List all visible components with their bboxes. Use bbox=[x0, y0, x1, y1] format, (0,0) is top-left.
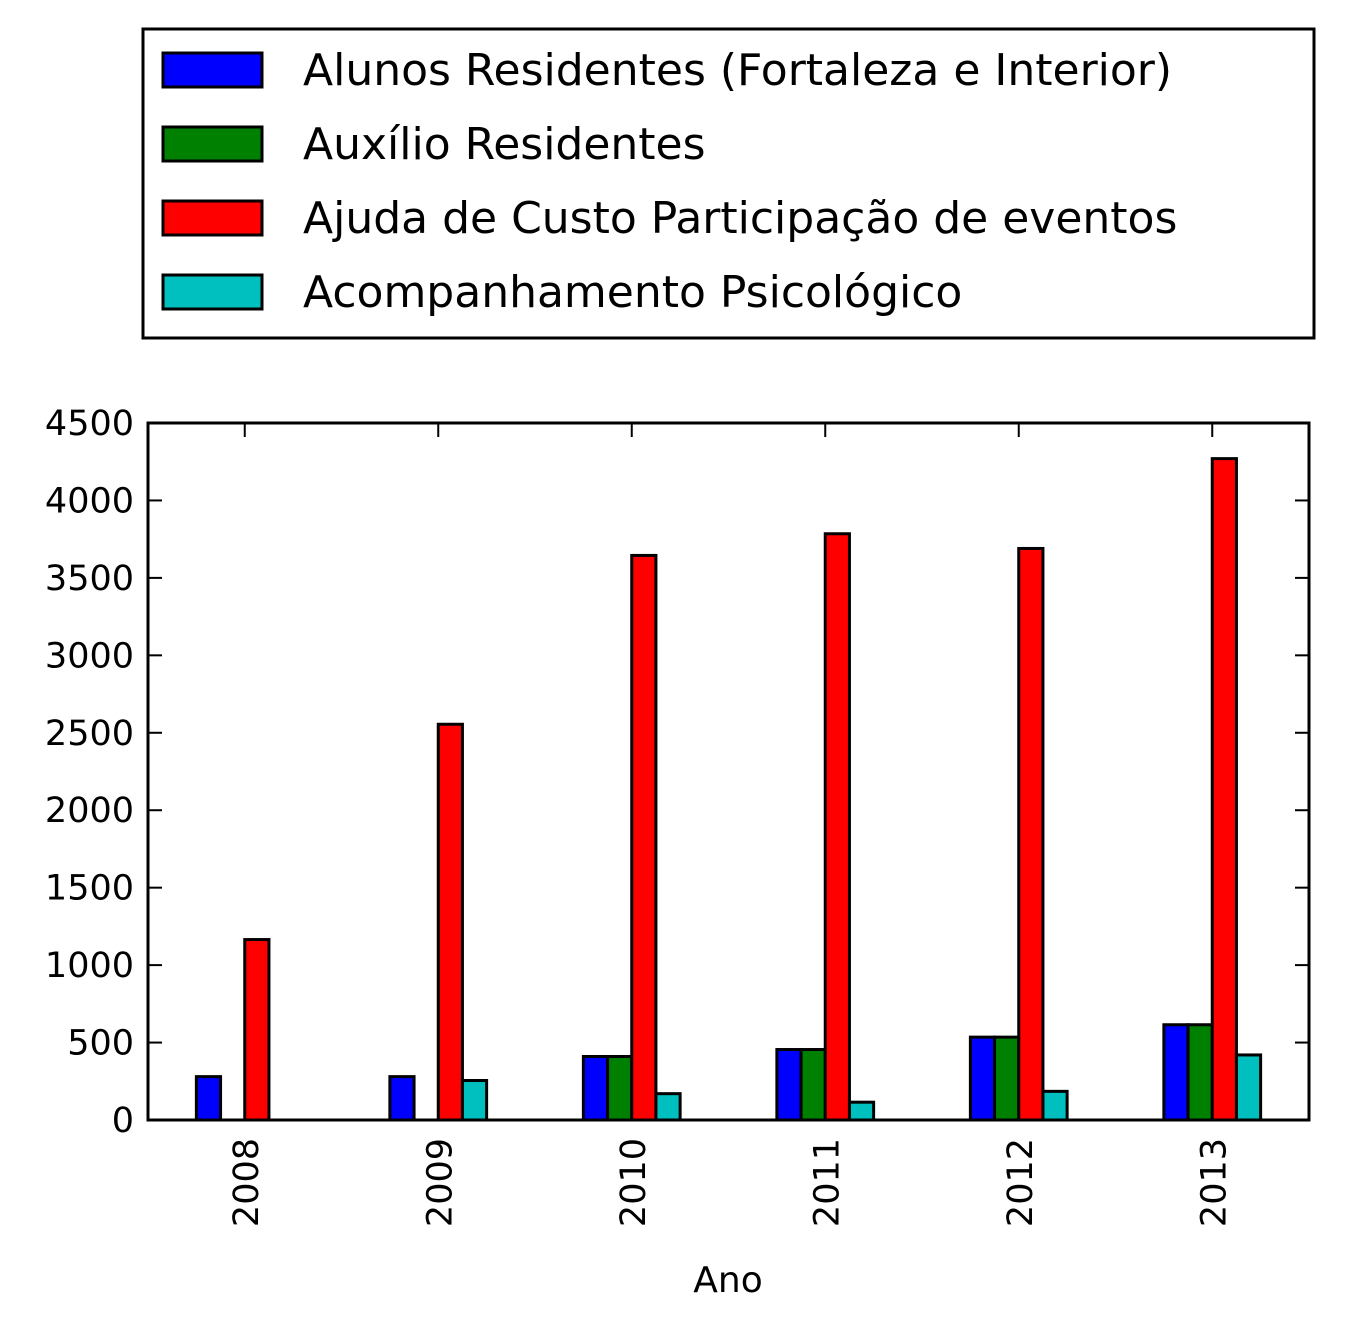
bar-2013-series-1 bbox=[1186, 1023, 1214, 1122]
bar-2008-series-0 bbox=[194, 1075, 223, 1122]
bar-2013-series-3 bbox=[1234, 1053, 1263, 1122]
x-tick-label: 2013 bbox=[1194, 1138, 1234, 1227]
y-tick-label: 2500 bbox=[45, 714, 134, 754]
x-tick-label: 2012 bbox=[1001, 1138, 1041, 1227]
legend-label-3: Acompanhamento Psicológico bbox=[303, 267, 962, 318]
legend-box bbox=[141, 27, 1316, 340]
legend-swatch-1 bbox=[161, 125, 264, 163]
bar-2010-series-0 bbox=[581, 1054, 610, 1122]
legend-swatch-0 bbox=[161, 51, 264, 89]
bar-2013-series-2 bbox=[1210, 457, 1238, 1122]
plot-area: 0 500 1000 1500 2000 2500 3000 3500 4000 4500 2008… bbox=[45, 404, 1311, 1227]
bar-2012-series-3 bbox=[1041, 1089, 1069, 1122]
bar-2013-series-0 bbox=[1162, 1023, 1190, 1122]
y-tick-label: 3500 bbox=[45, 559, 134, 599]
y-tick-label: 2000 bbox=[45, 791, 134, 831]
x-tick-label: 2010 bbox=[614, 1138, 654, 1227]
legend: Alunos Residentes (Fortaleza e Interior)… bbox=[141, 27, 1316, 340]
bar-2011-series-2 bbox=[823, 532, 851, 1122]
bar-2012-series-1 bbox=[993, 1035, 1021, 1122]
x-tick-label: 2008 bbox=[227, 1138, 267, 1227]
x-tick-label: 2011 bbox=[807, 1138, 847, 1227]
bar-2012-series-0 bbox=[968, 1035, 997, 1122]
bar-2010-series-1 bbox=[606, 1054, 634, 1122]
y-tick-label: 1500 bbox=[45, 869, 134, 909]
x-tick-label: 2009 bbox=[420, 1138, 460, 1227]
legend-swatch-3 bbox=[161, 273, 264, 311]
x-axis-label: Ano bbox=[693, 1260, 762, 1301]
axes-frame bbox=[146, 421, 1311, 1122]
bar-2010-series-2 bbox=[630, 553, 658, 1122]
y-tick-label: 1000 bbox=[45, 946, 134, 986]
bar-2009-series-0 bbox=[388, 1075, 416, 1122]
y-tick-label: 3000 bbox=[45, 636, 134, 676]
legend-swatch-2 bbox=[161, 199, 264, 237]
y-tick-label: 4500 bbox=[45, 404, 134, 444]
bar-2010-series-3 bbox=[654, 1092, 682, 1122]
bar-2011-series-3 bbox=[847, 1100, 876, 1122]
bar-2011-series-0 bbox=[775, 1048, 803, 1122]
legend-label-1: Auxílio Residentes bbox=[303, 119, 706, 170]
bar-2009-series-2 bbox=[436, 722, 464, 1122]
bar-2012-series-2 bbox=[1017, 546, 1045, 1122]
y-tick-label: 0 bbox=[112, 1101, 134, 1141]
bar-2011-series-1 bbox=[799, 1048, 827, 1122]
y-tick-label: 4000 bbox=[45, 481, 134, 521]
bar-2009-series-3 bbox=[460, 1079, 489, 1122]
legend-label-2: Ajuda de Custo Participação de eventos bbox=[303, 193, 1177, 244]
bar-2008-series-2 bbox=[243, 938, 271, 1122]
legend-label-0: Alunos Residentes (Fortaleza e Interior) bbox=[303, 45, 1172, 96]
y-tick-label: 500 bbox=[67, 1024, 134, 1064]
